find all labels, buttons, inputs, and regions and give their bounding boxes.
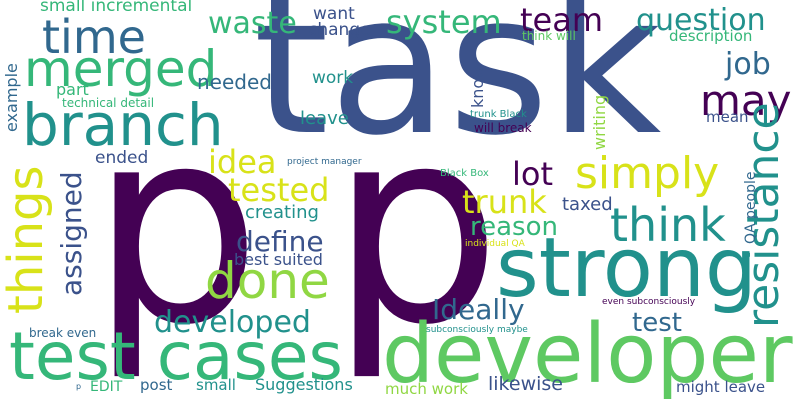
word-simply: simply xyxy=(575,148,720,199)
word-mean: mean xyxy=(706,108,749,126)
word-know: know xyxy=(468,65,487,108)
word-much-work: much work xyxy=(385,380,468,398)
word-part: part xyxy=(56,80,89,99)
word-break-even: break even xyxy=(29,326,97,340)
word-lot: lot xyxy=(512,155,554,193)
word-suggestions: Suggestions xyxy=(255,375,353,394)
word-work: work xyxy=(312,68,354,88)
word-want: want xyxy=(313,4,355,24)
word-strong: strong xyxy=(496,221,757,316)
word-p-large-right: p xyxy=(330,69,502,384)
word-think-will: think will xyxy=(522,29,576,43)
word-needed: needed xyxy=(197,70,272,94)
word-task: task xyxy=(253,0,662,178)
word-define: define xyxy=(236,225,324,258)
word-small: small xyxy=(196,376,236,394)
word-job: job xyxy=(725,47,771,82)
word-subconsciously-maybe: subconsciously maybe xyxy=(426,325,528,335)
word-team: team xyxy=(520,1,604,39)
word-small-incremental: small incremental xyxy=(40,0,193,16)
word-qa-people: QA people xyxy=(743,171,759,244)
word-ideally: Ideally xyxy=(432,293,525,326)
word-reason: reason xyxy=(470,212,558,242)
word-think: think xyxy=(610,198,726,252)
word-developed: developed xyxy=(154,305,311,340)
word-ended: ended xyxy=(95,148,149,168)
word-best-suited: best suited xyxy=(234,250,323,269)
word-technical-detail: technical detail xyxy=(62,96,155,110)
word-test: test xyxy=(632,308,682,338)
word-test-cases: test cases xyxy=(9,318,343,395)
word-trunk: trunk xyxy=(462,183,547,221)
word-edit: EDIT xyxy=(90,379,123,395)
word-taxed: taxed xyxy=(562,194,613,215)
word-trunk-black: trunk Black xyxy=(470,109,527,120)
word-things: things xyxy=(0,165,54,314)
word-creating: creating xyxy=(245,202,319,223)
word-idea: idea xyxy=(208,143,277,181)
word-leave: leave xyxy=(300,108,349,129)
word-question: question xyxy=(636,3,766,38)
word-p-large-left: p xyxy=(90,69,262,384)
word-post: post xyxy=(140,376,173,394)
word-example: example xyxy=(2,63,21,132)
word-waste: waste xyxy=(208,6,297,41)
word-black-box: Black Box xyxy=(440,168,489,179)
word-writing: writing xyxy=(590,94,609,150)
word-likewise: likewise xyxy=(488,373,563,395)
word-may: may xyxy=(700,76,792,125)
word-even-subconsciously: even subconsciously xyxy=(602,297,696,307)
word-change: change xyxy=(308,20,371,40)
word-branch: branch xyxy=(22,91,224,159)
word-tested: tested xyxy=(228,171,330,209)
word-done: done xyxy=(205,252,330,310)
word-assigned: assigned xyxy=(55,171,88,296)
word-merged: merged xyxy=(24,40,218,98)
word-individual-qa: individual QA xyxy=(465,239,525,249)
word-description: description xyxy=(669,27,753,45)
word-developer: developer xyxy=(382,307,793,400)
word-p-small: p xyxy=(76,382,82,391)
word-might-leave: might leave xyxy=(676,378,766,396)
word-time: time xyxy=(42,10,146,64)
word-project-manager: project manager xyxy=(287,157,362,167)
word-will-break: will break xyxy=(474,121,532,135)
word-system: system xyxy=(386,3,502,41)
